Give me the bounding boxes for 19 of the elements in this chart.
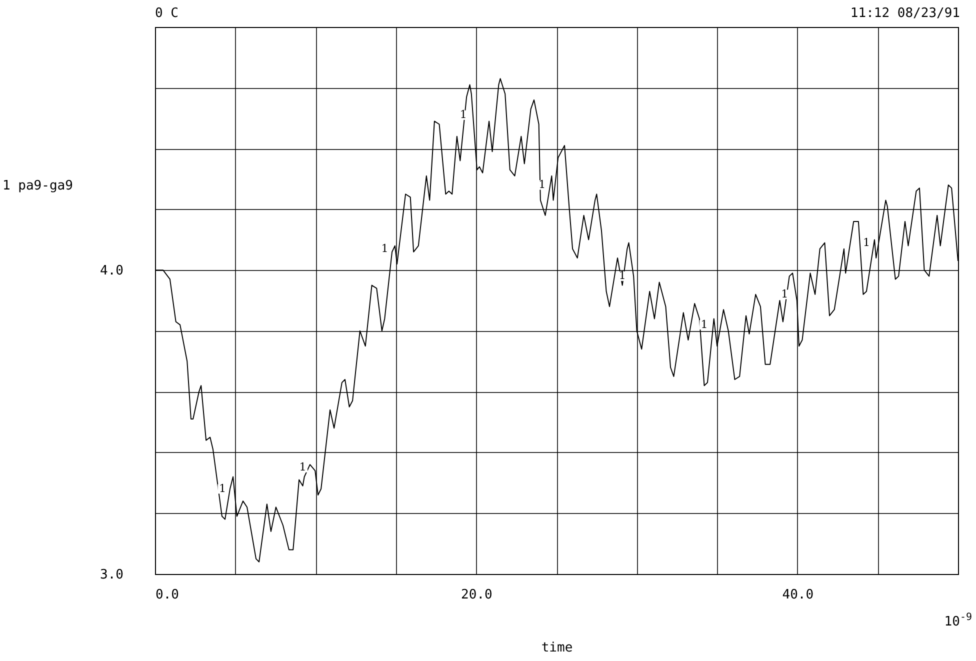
annotation: 1 — [781, 287, 788, 300]
annotation: 1 — [299, 460, 306, 474]
y-tick-label: 4.0 — [100, 264, 124, 279]
annotation: 1 — [218, 482, 226, 495]
y-tick-label: 3.0 — [100, 568, 124, 582]
text: 10$^{-9}$ — [944, 612, 972, 630]
annotation: 1 — [618, 269, 626, 282]
annotation: 1 — [862, 236, 870, 249]
annotation: 1 — [381, 242, 388, 255]
text: 0 C — [155, 6, 178, 21]
x-tick-label: 40.0 — [782, 588, 814, 602]
y-axis-title: 1 pa9-ga9 — [2, 178, 73, 194]
annotation: 1 — [538, 178, 546, 192]
annotation: 1 — [700, 318, 708, 331]
x-tick-label: 0.0 — [156, 588, 179, 602]
x-tick-label: 20.0 — [461, 588, 492, 602]
annotation: 1 — [460, 108, 467, 122]
text: 11:12 08/23/91 — [850, 6, 960, 21]
x-axis-title: time — [541, 640, 573, 656]
